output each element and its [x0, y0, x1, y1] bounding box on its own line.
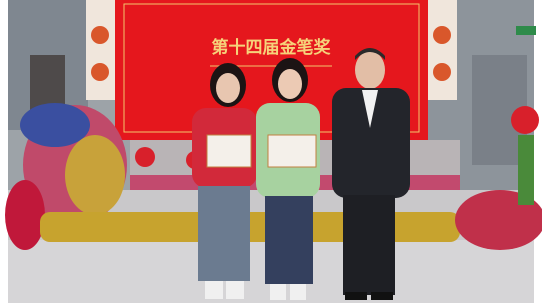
shoe [290, 284, 306, 300]
trousers [343, 195, 395, 295]
shoe [371, 292, 393, 300]
photo: 第十四届金笔奖 [0, 0, 542, 303]
certificate [207, 135, 251, 167]
lantern [135, 147, 155, 167]
decoration [91, 63, 109, 81]
pillar [86, 0, 115, 100]
pillar [428, 0, 457, 100]
face [355, 51, 385, 89]
flowers [5, 180, 45, 250]
certificate [268, 135, 316, 167]
shoe [345, 292, 367, 300]
flowers [20, 103, 90, 147]
flowers [65, 135, 125, 215]
shoe [226, 281, 244, 299]
plant [518, 135, 534, 205]
shoe [205, 281, 223, 299]
face [216, 73, 240, 103]
jeans [265, 196, 313, 284]
shoe [270, 284, 286, 300]
decoration [433, 26, 451, 44]
exit-sign [516, 26, 536, 35]
decoration [433, 63, 451, 81]
flowers [511, 106, 539, 134]
jeans [198, 186, 250, 281]
decoration [91, 26, 109, 44]
face [278, 69, 302, 99]
banner-title: 第十四届金笔奖 [212, 37, 332, 58]
